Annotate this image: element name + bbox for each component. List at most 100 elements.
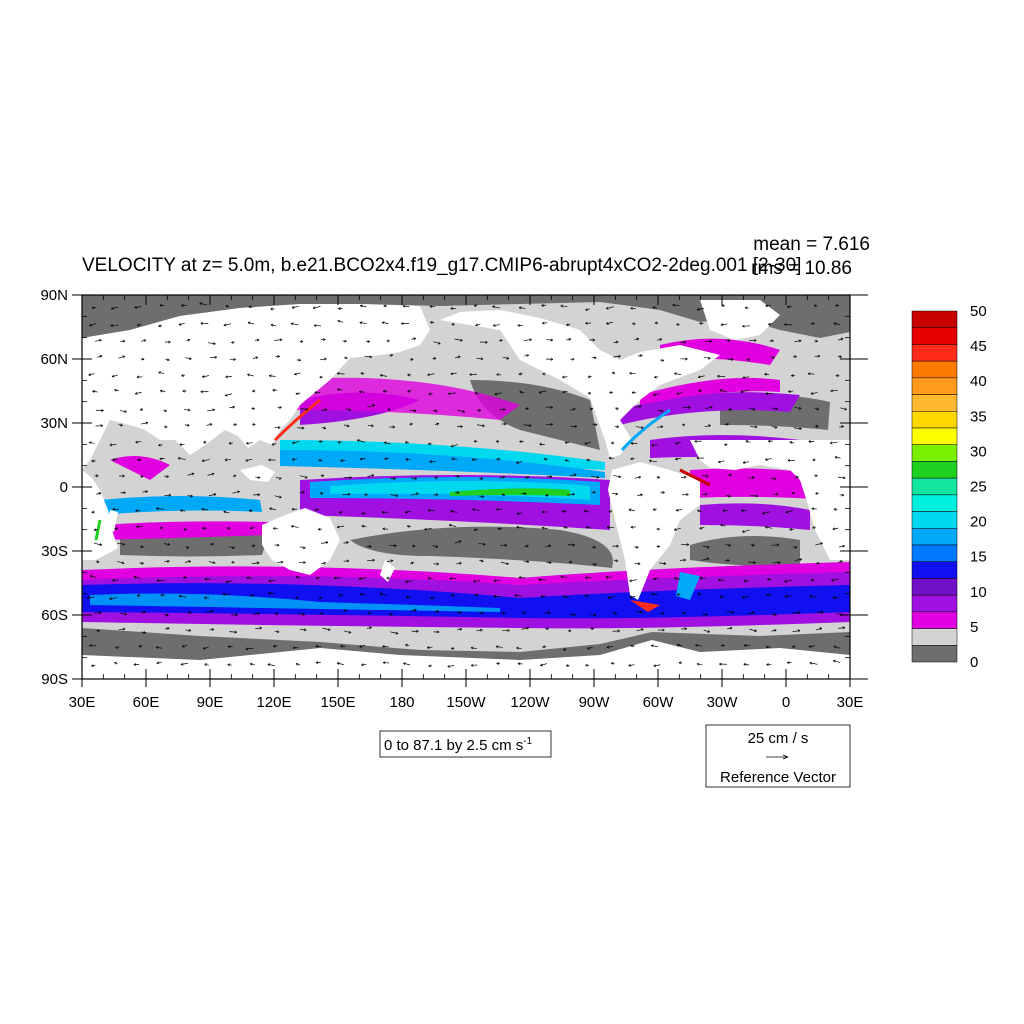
velocity-vector-head xyxy=(123,491,126,495)
velocity-vector xyxy=(765,526,773,529)
atlantic-equatorial-magenta xyxy=(690,468,830,500)
velocity-vector xyxy=(88,373,95,376)
velocity-vector-head xyxy=(768,439,771,443)
velocity-vector-head xyxy=(808,645,812,648)
velocity-vector xyxy=(718,579,725,581)
velocity-vector xyxy=(160,390,166,392)
velocity-vector-head xyxy=(717,374,720,378)
velocity-vector xyxy=(833,660,841,663)
velocity-vector-head xyxy=(584,594,588,598)
velocity-vector-head xyxy=(593,356,597,360)
velocity-vector-head xyxy=(276,630,280,634)
velocity-vector xyxy=(570,358,575,360)
velocity-vector-head xyxy=(731,610,735,614)
y-tick-label: 60S xyxy=(41,607,68,624)
velocity-vector xyxy=(358,577,367,580)
colorbar-swatch xyxy=(911,327,958,345)
velocity-vector-head xyxy=(188,357,192,361)
velocity-vector xyxy=(424,528,432,530)
velocity-vector-head xyxy=(270,323,274,327)
velocity-vector-head xyxy=(844,407,847,411)
velocity-vector xyxy=(319,358,327,361)
velocity-vector-head xyxy=(269,507,272,511)
velocity-vector-head xyxy=(661,358,664,362)
velocity-vector-head xyxy=(482,424,485,428)
velocity-vector xyxy=(203,647,209,649)
velocity-vector-head xyxy=(774,425,778,429)
velocity-vector xyxy=(454,338,463,341)
velocity-vector-head xyxy=(707,629,710,633)
velocity-vector-head xyxy=(320,612,324,615)
velocity-vector-head xyxy=(618,354,621,358)
velocity-vector-head xyxy=(729,473,732,477)
velocity-vector-head xyxy=(393,477,396,481)
velocity-vector-head xyxy=(318,459,322,462)
velocity-vector xyxy=(613,559,619,562)
velocity-vector xyxy=(382,662,390,664)
velocity-vector-head xyxy=(259,626,262,630)
velocity-vector xyxy=(361,525,367,527)
velocity-vector xyxy=(94,542,102,546)
velocity-vector xyxy=(201,508,209,511)
velocity-vector xyxy=(292,440,300,444)
velocity-vector-head xyxy=(200,321,204,325)
velocity-vector xyxy=(635,405,642,409)
velocity-vector-head xyxy=(606,645,610,649)
velocity-vector-head xyxy=(615,340,619,344)
velocity-vector-head xyxy=(697,509,700,513)
velocity-vector xyxy=(89,575,97,578)
velocity-vector-head xyxy=(516,512,520,515)
velocity-vector-head xyxy=(412,544,416,548)
velocity-vector-head xyxy=(506,356,510,360)
velocity-vector-head xyxy=(407,389,411,393)
velocity-vector-head xyxy=(140,407,144,411)
velocity-vector xyxy=(405,510,411,513)
velocity-vector xyxy=(771,425,778,429)
velocity-vector-head xyxy=(372,558,375,562)
velocity-vector xyxy=(232,423,237,426)
svg-text:0 to 87.1 by 2.5 cm s-1: 0 to 87.1 by 2.5 cm s-1 xyxy=(384,736,533,754)
velocity-vector-head xyxy=(155,646,159,650)
velocity-vector-head xyxy=(178,322,182,326)
velocity-vector-head xyxy=(213,342,216,345)
velocity-vector-head xyxy=(587,391,591,395)
velocity-vector xyxy=(470,647,477,649)
x-tick-label: 150W xyxy=(446,694,486,711)
velocity-vector-head xyxy=(333,576,337,580)
velocity-vector-head xyxy=(383,304,386,308)
velocity-vector-head xyxy=(496,507,499,511)
velocity-vector xyxy=(538,390,547,393)
velocity-vector xyxy=(432,545,438,548)
velocity-vector xyxy=(91,306,97,309)
velocity-vector-head xyxy=(564,441,568,444)
velocity-vector xyxy=(299,491,305,494)
velocity-vector-head xyxy=(542,645,546,649)
velocity-vector-head xyxy=(473,304,477,308)
velocity-vector-head xyxy=(695,643,698,647)
velocity-vector-head xyxy=(814,474,818,477)
velocity-vector-head xyxy=(698,375,701,379)
velocity-vector xyxy=(681,612,686,614)
velocity-vector-head xyxy=(321,474,325,478)
velocity-vector xyxy=(359,391,365,393)
velocity-vector xyxy=(524,476,530,479)
velocity-vector-head xyxy=(698,389,701,393)
velocity-vector-head xyxy=(812,525,816,529)
velocity-vector xyxy=(386,560,394,563)
velocity-vector-head xyxy=(651,443,654,447)
velocity-vector xyxy=(183,408,191,411)
velocity-vector-head xyxy=(842,476,846,480)
velocity-vector-head xyxy=(687,405,691,409)
velocity-vector xyxy=(814,355,821,358)
velocity-vector-head xyxy=(548,544,552,548)
velocity-vector-head xyxy=(459,561,462,565)
velocity-vector-head xyxy=(493,579,497,583)
velocity-vector xyxy=(702,474,709,477)
velocity-vector xyxy=(742,376,750,379)
velocity-vector xyxy=(270,324,276,327)
velocity-vector xyxy=(492,306,501,309)
velocity-vector-head xyxy=(841,493,845,497)
velocity-vector-head xyxy=(799,558,802,561)
velocity-vector xyxy=(364,355,372,358)
velocity-vector-head xyxy=(427,576,431,580)
